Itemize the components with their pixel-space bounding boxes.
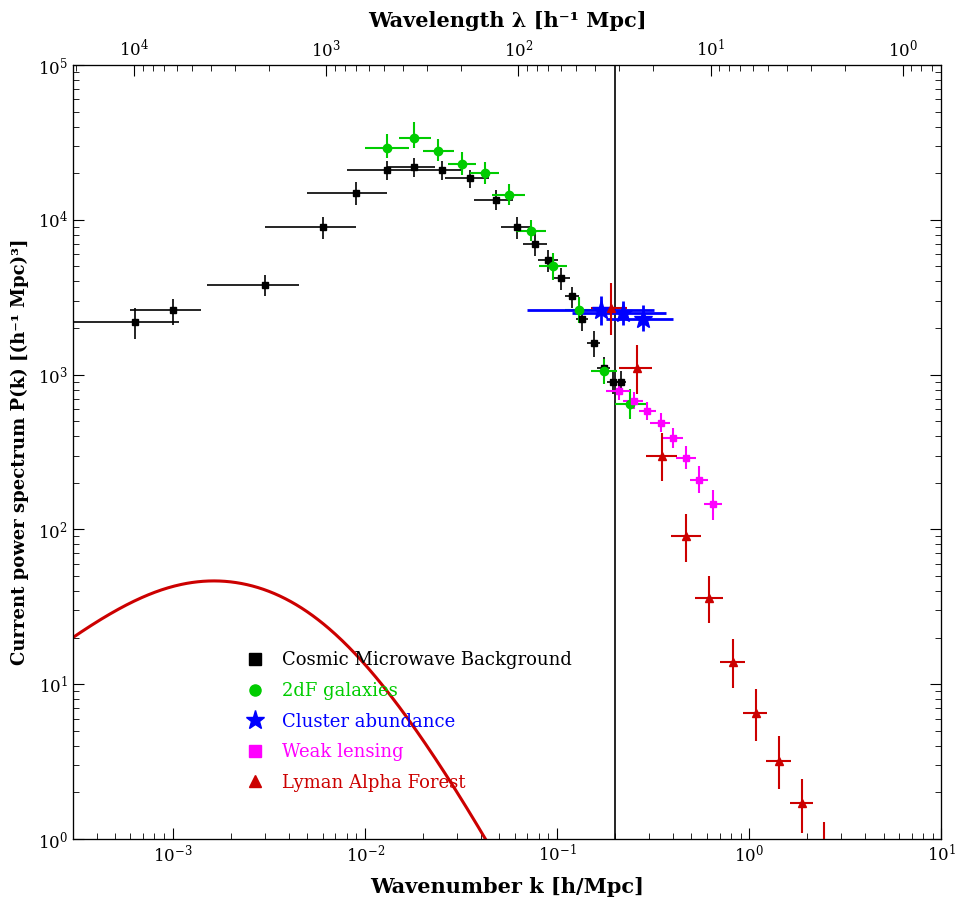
Y-axis label: Current power spectrum P(k) [(h⁻¹ Mpc)³]: Current power spectrum P(k) [(h⁻¹ Mpc)³]	[11, 239, 29, 666]
X-axis label: Wavenumber k [h/Mpc]: Wavenumber k [h/Mpc]	[370, 877, 644, 897]
Legend: Cosmic Microwave Background, 2dF galaxies, Cluster abundance, Weak lensing, Lyma: Cosmic Microwave Background, 2dF galaxie…	[229, 644, 579, 799]
X-axis label: Wavelength λ [h⁻¹ Mpc]: Wavelength λ [h⁻¹ Mpc]	[367, 11, 646, 31]
